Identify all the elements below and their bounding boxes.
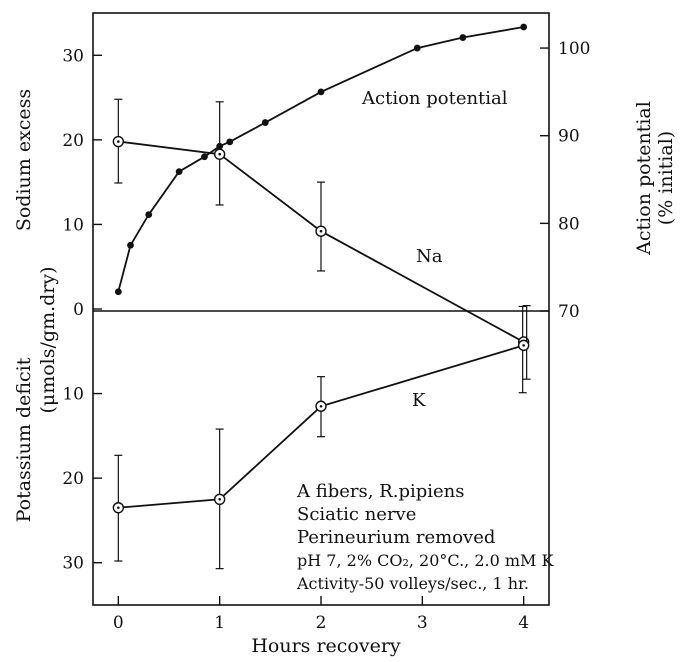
series-line-na [118, 140, 525, 343]
annotation-line-4: pH 7, 2% CO₂, 20°C., 2.0 mM K [297, 551, 555, 570]
right-tick-label: 100 [558, 39, 590, 59]
annotation-line-5: Activity-50 volleys/sec., 1 hr. [296, 574, 529, 593]
x-tick-label: 0 [113, 613, 124, 633]
left-tick-label: 10 [62, 215, 84, 235]
series-line-k [118, 344, 524, 509]
data-point-k [517, 339, 530, 352]
x-tick-label: 3 [417, 613, 428, 633]
data-point-action-potential [317, 88, 325, 96]
data-point-na [213, 148, 226, 160]
right-tick-label: 80 [558, 214, 580, 234]
left-tick-label: 20 [62, 131, 84, 151]
data-point-action-potential [226, 138, 234, 146]
left-tick-label: 0 [73, 300, 84, 320]
left-tick-label: 10 [62, 385, 84, 405]
left-axis-ticks: 30 20 10 0 10 20 30 [62, 46, 102, 574]
right-tick-label: 70 [558, 302, 580, 322]
series-label-action-potential: Action potential [361, 88, 508, 109]
left-tick-label: 30 [62, 46, 84, 66]
series-line-action-potential [117, 26, 524, 292]
data-point-action-potential [201, 153, 208, 161]
left-tick-label: 20 [62, 469, 84, 489]
data-point-action-potential [459, 34, 467, 41]
annotation-line-1: A fibers, R.pipiens [296, 481, 465, 502]
data-point-action-potential [175, 168, 183, 176]
right-tick-label: 90 [558, 127, 580, 147]
left-tick-label: 30 [62, 554, 84, 574]
x-axis-label: Hours recovery [251, 635, 401, 657]
data-point-k [112, 502, 125, 514]
left-axis-label-sodium: Sodium excess [13, 89, 35, 231]
data-point-k [213, 493, 226, 505]
data-point-k [315, 400, 327, 412]
x-tick-label: 2 [316, 613, 327, 633]
x-axis-ticks: 0 1 2 3 4 [113, 596, 529, 633]
data-point-action-potential [145, 211, 153, 218]
data-point-action-potential [261, 119, 269, 126]
data-point-na [315, 225, 327, 237]
series-layer [112, 23, 531, 570]
data-point-action-potential [520, 23, 528, 31]
annotation-line-2: Sciatic nerve [297, 504, 416, 525]
x-tick-label: 4 [518, 613, 529, 633]
annotation-line-3: Perineurium removed [297, 527, 495, 548]
data-point-action-potential [413, 44, 421, 52]
right-axis-label-line2: (% initial) [655, 131, 677, 225]
series-label-k: K [412, 390, 426, 411]
data-point-action-potential [114, 288, 122, 296]
right-axis-label-line1: Action potential [633, 101, 655, 256]
left-axis-label-units: (μmols/gm.dry) [37, 266, 59, 413]
series-label-na: Na [416, 246, 443, 267]
data-point-action-potential [127, 241, 134, 249]
left-axis-label-potassium: Potassium deficit [13, 357, 35, 522]
right-axis-ticks: 70 80 90 100 [540, 39, 590, 322]
data-point-na [112, 135, 125, 148]
x-tick-label: 1 [214, 613, 225, 633]
